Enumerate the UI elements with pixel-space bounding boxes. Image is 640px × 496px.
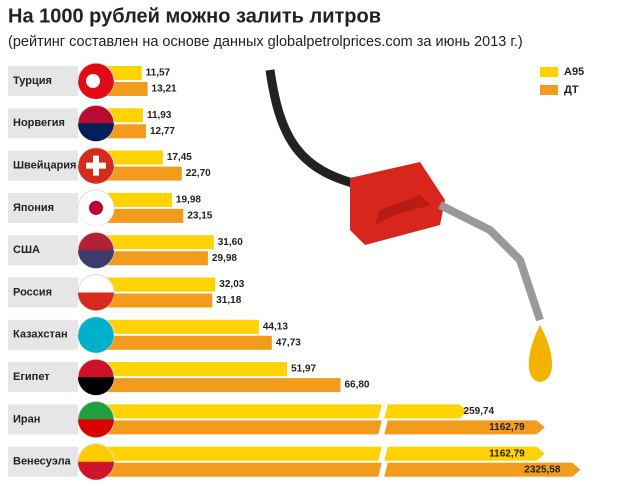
- value-label: 13,21: [152, 84, 177, 95]
- bar: [100, 235, 214, 250]
- category-label: США: [13, 244, 40, 256]
- value-label: 12,77: [150, 126, 175, 137]
- bar: [100, 462, 573, 477]
- category-box: [8, 319, 78, 350]
- axis-break: [378, 461, 388, 478]
- bar: [100, 293, 213, 308]
- category-box: [8, 108, 78, 139]
- legend-swatch: [540, 85, 558, 95]
- flag-part: [78, 292, 114, 311]
- bar: [100, 404, 460, 419]
- flag-part: [89, 200, 103, 215]
- bar-arrow: [572, 462, 581, 477]
- value-label: 19,98: [176, 195, 201, 206]
- bar: [100, 166, 182, 181]
- value-label: 31,60: [218, 237, 243, 248]
- flag-part: [78, 461, 114, 480]
- bar: [100, 319, 259, 334]
- bar: [100, 335, 272, 350]
- chart-title: На 1000 рублей можно залить литров: [8, 5, 381, 27]
- value-label: 11,57: [146, 68, 171, 79]
- flag-part: [78, 377, 114, 396]
- bar: [100, 277, 216, 292]
- flag-part: [78, 334, 114, 353]
- value-label: 2325,58: [524, 464, 561, 475]
- value-label: 22,70: [186, 168, 211, 179]
- bar: [100, 446, 537, 461]
- category-box: [8, 150, 78, 181]
- bar-arrow: [536, 420, 545, 435]
- bar-arrow: [536, 446, 545, 461]
- flag-part: [78, 81, 114, 99]
- value-label: 1162,79: [489, 422, 525, 433]
- category-box: [8, 404, 78, 435]
- value-label: 259,74: [464, 406, 495, 417]
- category-box: [8, 362, 78, 393]
- bar: [100, 378, 341, 393]
- axis-break: [378, 445, 388, 462]
- category-label: Норвегия: [13, 117, 65, 129]
- value-label: 32,03: [219, 279, 244, 290]
- bar: [100, 251, 208, 266]
- value-label: 29,98: [212, 253, 237, 264]
- axis-break: [378, 419, 388, 436]
- bar: [100, 150, 163, 165]
- chart-subtitle: (рейтинг составлен на основе данных glob…: [8, 34, 523, 50]
- category-box: [8, 446, 78, 477]
- flag-part: [78, 123, 114, 142]
- category-box: [8, 192, 78, 223]
- value-label: 1162,79: [489, 448, 525, 459]
- bar: [100, 208, 184, 223]
- category-box: [8, 66, 78, 96]
- value-label: 23,15: [187, 211, 212, 222]
- axis-break: [378, 403, 388, 420]
- value-label: 51,97: [291, 364, 316, 375]
- category-label: Иран: [13, 413, 40, 425]
- category-label: Египет: [13, 371, 50, 383]
- bar: [100, 362, 288, 377]
- value-label: 66,80: [344, 380, 369, 391]
- category-label: Япония: [13, 202, 54, 214]
- category-label: Казахстан: [13, 329, 68, 341]
- category-label: Швейцария: [13, 160, 76, 172]
- value-label: 47,73: [276, 337, 301, 348]
- category-label: Турция: [13, 75, 52, 87]
- bar: [100, 420, 537, 435]
- flag-part: [86, 155, 106, 176]
- category-box: [8, 277, 78, 308]
- category-box: [8, 235, 78, 266]
- category-label: Россия: [13, 286, 52, 298]
- value-label: 31,18: [216, 295, 241, 306]
- flag-part: [78, 250, 114, 269]
- bar-arrow: [459, 404, 468, 419]
- flag-part: [78, 207, 114, 226]
- fuel-pump-illustration: [265, 69, 552, 382]
- value-label: 11,93: [147, 110, 172, 121]
- legend-label: А95: [564, 66, 584, 78]
- bar: [100, 192, 172, 207]
- value-label: 17,45: [167, 152, 192, 163]
- category-label: Венесуэла: [13, 456, 72, 468]
- value-label: 44,13: [263, 321, 288, 332]
- legend-swatch: [540, 67, 558, 77]
- legend-label: ДТ: [564, 84, 579, 96]
- flag-part: [86, 74, 100, 88]
- flag-part: [78, 419, 114, 438]
